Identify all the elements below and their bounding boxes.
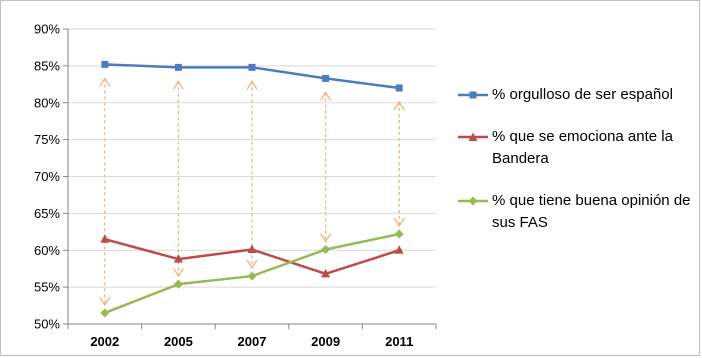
x-tick-label: 2009 [311, 334, 340, 349]
comparison-arrow [393, 100, 405, 228]
y-tick-label: 85% [34, 58, 60, 73]
y-tick-label: 50% [34, 317, 60, 332]
data-point [247, 271, 257, 281]
data-point [101, 60, 109, 68]
comparison-arrows [99, 77, 405, 307]
series-bandera [100, 234, 404, 278]
y-axis: 50% 55% 60% 65% 70% 75% 80% 85% 90% [34, 22, 69, 332]
legend-swatch-bandera [458, 132, 488, 141]
data-point [395, 84, 403, 92]
arrow-head-down [99, 296, 111, 307]
gridlines [68, 28, 436, 288]
arrow-head-down [393, 217, 405, 228]
y-tick-label: 80% [34, 95, 60, 110]
legend: % orgulloso de ser español % que se emoc… [458, 84, 698, 254]
arrow-head-down [172, 267, 184, 278]
legend-item-fas: % que tiene buena opinión de sus FAS [458, 190, 698, 234]
legend-item-bandera: % que se emociona ante la Bandera [458, 126, 698, 170]
comparison-arrow [172, 80, 184, 278]
x-tick-label: 2011 [385, 334, 413, 349]
data-point [394, 229, 404, 239]
series-orgullo [101, 60, 403, 92]
x-axis: 2002 2005 2007 2009 2011 [67, 323, 437, 349]
comparison-arrow [246, 80, 258, 270]
comparison-arrow [99, 77, 111, 307]
series-lines [100, 60, 404, 318]
x-tick-label: 2005 [164, 334, 193, 349]
legend-label-bandera: % que se emociona ante la Bandera [492, 128, 673, 167]
y-tick-label: 65% [34, 206, 60, 221]
arrow-head-down [246, 259, 258, 270]
data-point [321, 268, 331, 278]
y-tick-label: 75% [34, 132, 60, 147]
y-tick-label: 60% [34, 243, 60, 258]
arrow-head-up [99, 77, 111, 87]
y-tick-label: 55% [34, 280, 60, 295]
legend-swatch-fas [458, 196, 488, 206]
legend-label-orgullo: % orgulloso de ser español [492, 86, 673, 103]
y-tick-label: 90% [34, 22, 60, 37]
data-point [394, 245, 404, 254]
data-point [100, 308, 110, 318]
data-point [248, 63, 256, 71]
arrow-head-up [393, 100, 405, 111]
y-tick-label: 70% [34, 169, 60, 184]
legend-label-fas: % que tiene buena opinión de sus FAS [492, 192, 691, 231]
arrow-head-down [320, 233, 332, 243]
arrow-head-up [246, 80, 258, 90]
arrow-head-up [172, 80, 184, 90]
arrow-head-up [320, 91, 332, 101]
comparison-arrow [320, 91, 332, 243]
data-point [321, 245, 331, 255]
data-point [173, 279, 183, 289]
data-point [247, 244, 257, 254]
series-fas [100, 229, 404, 318]
legend-item-orgullo: % orgulloso de ser español [458, 84, 698, 106]
data-point [322, 74, 330, 82]
data-point [174, 63, 182, 71]
x-tick-label: 2002 [90, 334, 119, 349]
x-tick-label: 2007 [238, 334, 267, 349]
legend-swatch-orgullo [458, 91, 488, 99]
data-point [100, 234, 110, 243]
data-point [173, 254, 183, 263]
